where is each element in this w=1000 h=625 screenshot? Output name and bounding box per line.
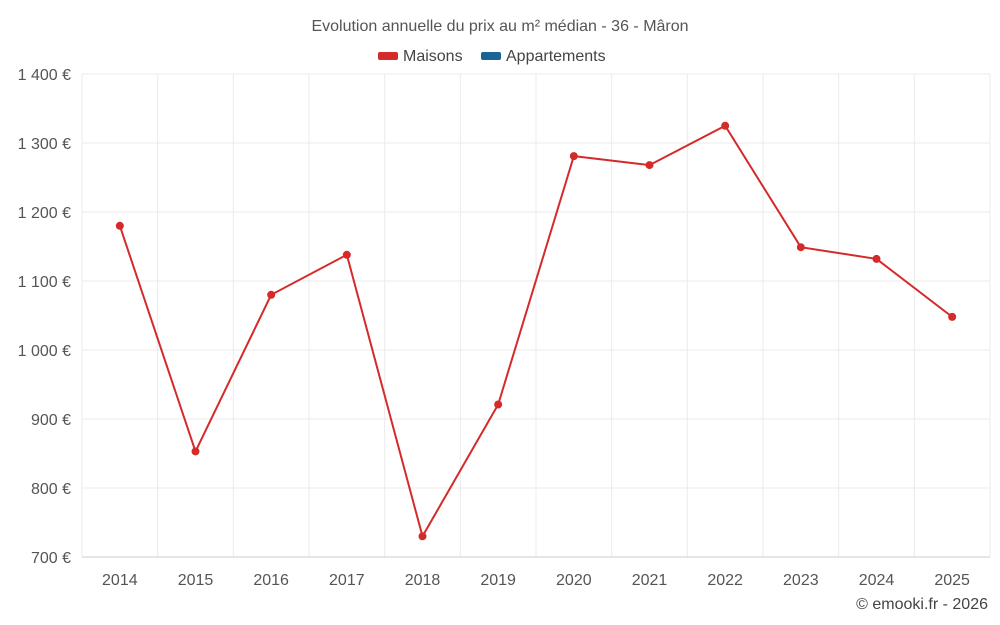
y-tick-label: 1 300 € bbox=[18, 136, 71, 153]
x-tick-label: 2024 bbox=[859, 572, 895, 589]
x-tick-label: 2023 bbox=[783, 572, 819, 589]
data-point[interactable] bbox=[721, 121, 730, 130]
y-axis-ticks: 700 € 800 € 900 € 1 000 € 1 100 € 1 200 € 1 30… bbox=[18, 67, 71, 567]
credit-text[interactable]: © emooki.fr - 2026 bbox=[856, 596, 988, 613]
x-tick-label: 2019 bbox=[480, 572, 516, 589]
x-tick-label: 2016 bbox=[253, 572, 289, 589]
legend-item-maisons[interactable]: Maisons bbox=[378, 48, 463, 65]
legend-label-maisons: Maisons bbox=[403, 48, 463, 65]
data-point[interactable] bbox=[645, 161, 654, 170]
y-tick-label: 900 € bbox=[31, 412, 71, 429]
legend-label-appartements: Appartements bbox=[506, 48, 606, 65]
y-tick-label: 1 100 € bbox=[18, 274, 71, 291]
y-tick-label: 1 400 € bbox=[18, 67, 71, 84]
series-group bbox=[115, 121, 957, 541]
x-tick-label: 2025 bbox=[934, 572, 970, 589]
data-point[interactable] bbox=[796, 243, 805, 252]
y-tick-label: 800 € bbox=[31, 481, 71, 498]
x-tick-label: 2014 bbox=[102, 572, 138, 589]
legend-swatch-appartements bbox=[481, 52, 501, 60]
x-tick-label: 2020 bbox=[556, 572, 592, 589]
legend-item-appartements[interactable]: Appartements bbox=[481, 48, 606, 65]
chart-title: Evolution annuelle du prix au m² médian … bbox=[311, 18, 688, 35]
x-tick-label: 2022 bbox=[707, 572, 743, 589]
y-tick-label: 1 000 € bbox=[18, 343, 71, 360]
data-point[interactable] bbox=[267, 290, 276, 299]
x-axis-ticks: 2014 2015 2016 2017 2018 2019 2020 2021 2022 2023… bbox=[102, 572, 970, 589]
data-point[interactable] bbox=[948, 312, 957, 321]
data-point[interactable] bbox=[191, 447, 200, 456]
data-point[interactable] bbox=[872, 254, 881, 263]
data-point[interactable] bbox=[115, 221, 124, 230]
x-gridlines bbox=[81, 74, 991, 557]
y-tick-label: 1 200 € bbox=[18, 205, 71, 222]
x-tick-label: 2017 bbox=[329, 572, 365, 589]
data-point[interactable] bbox=[342, 250, 351, 259]
data-point[interactable] bbox=[494, 400, 503, 409]
data-point[interactable] bbox=[418, 532, 427, 541]
x-tick-label: 2021 bbox=[632, 572, 668, 589]
legend-swatch-maisons bbox=[378, 52, 398, 60]
series-line-maisons bbox=[118, 124, 953, 539]
x-tick-label: 2015 bbox=[178, 572, 214, 589]
x-tick-label: 2018 bbox=[405, 572, 441, 589]
y-tick-label: 700 € bbox=[31, 550, 71, 567]
legend: Maisons Appartements bbox=[378, 48, 606, 65]
data-point[interactable] bbox=[569, 152, 578, 161]
